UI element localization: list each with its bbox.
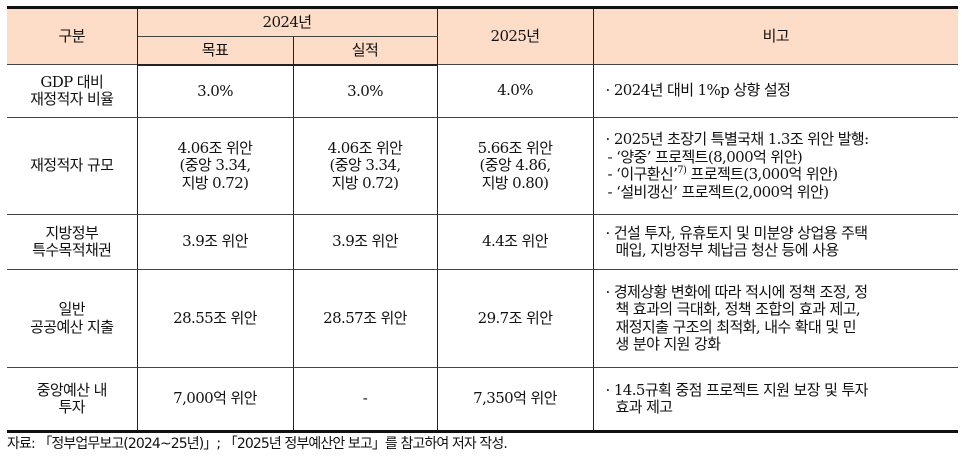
row-category: 중앙예산 내 투자 [7, 367, 138, 433]
footnote-marker[interactable]: 7) [677, 165, 687, 176]
cell-remarks: · 건설 투자, 유휴토지 및 미분양 상업용 주택 매입, 지방정부 체납금 … [592, 214, 959, 270]
remark-text: 경제상황 변화에 따라 적시에 정책 조정, 정 [613, 282, 868, 301]
value-text: (중앙 3.34, [329, 156, 402, 175]
row-category: 일반 공공예산 지출 [7, 269, 138, 368]
remark-line: · 2024년 대비 1%p 상향 설정 [606, 82, 951, 100]
remark-text: 건설 투자, 유휴토지 및 미분양 상업용 주택 [613, 223, 868, 242]
category-line: 지방정부 [45, 223, 99, 242]
cell-remarks: · 14.5규획 중점 프로젝트 지원 보장 및 투자 효과 제고 [592, 367, 959, 433]
bullet-icon: · [605, 130, 611, 148]
category-line: 중앙예산 내 [36, 380, 108, 399]
header-year-2024: 2024년 [136, 6, 438, 37]
cell-2025: 29.7조 위안 [436, 269, 594, 368]
table-row: GDP 대비 재정적자 비율 3.0% 3.0% 4.0% · 2024년 대비… [7, 64, 959, 118]
header-actual: 실적 [292, 36, 438, 66]
remark-sub-item: - ‘이구환신’7) 프로젝트(3,000억 위안) [606, 165, 951, 184]
cell-2025: 7,350억 위안 [436, 367, 594, 433]
cell-2025: 4.0% [436, 64, 594, 118]
cell-remarks: · 2025년 초장기 특별국채 1.3조 위안 발행: - ‘양중’ 프로젝트… [592, 117, 959, 215]
remark-sub-item: - ‘양중’ 프로젝트(8,000억 위안) [606, 147, 951, 167]
table-row: 일반 공공예산 지출 28.55조 위안 28.57조 위안 29.7조 위안 … [7, 269, 959, 368]
value-text: 3.0% [347, 81, 383, 100]
remark-text: 재정지출 구조의 최적화, 내수 확대 및 민 [615, 317, 857, 336]
header-remarks: 비고 [592, 6, 959, 65]
value-text: 4.0% [497, 81, 533, 100]
value-text: 지방 0.80) [481, 173, 549, 192]
cell-target: 7,000억 위안 [136, 367, 294, 433]
cell-remarks: · 경제상황 변화에 따라 적시에 정책 조정, 정 책 효과의 극대화, 정책… [592, 269, 959, 368]
value-text: 3.9조 위안 [332, 232, 398, 251]
value-text: 4.4조 위안 [482, 232, 548, 251]
remark-text: 생 분야 지원 강화 [615, 335, 722, 353]
value-text: 지방 0.72) [331, 173, 399, 192]
sub-item-text: - ‘설비갱신’ 프로젝트(2,000억 위안) [607, 182, 830, 201]
cell-actual: 3.0% [292, 64, 438, 118]
remark-sub-item: - ‘설비갱신’ 프로젝트(2,000억 위안) [606, 182, 951, 202]
bullet-icon: · [605, 282, 611, 301]
header-target: 목표 [136, 36, 294, 66]
remark-text: 효과 제고 [615, 398, 674, 416]
remark-line: · 14.5규획 중점 프로젝트 지원 보장 및 투자 [605, 380, 951, 400]
remark-text: 14.5규획 중점 프로젝트 지원 보장 및 투자 [613, 380, 869, 399]
remark-line: · 2025년 초장기 특별국채 1.3조 위안 발행: [605, 130, 951, 149]
value-text: (중앙 4.86, [479, 156, 552, 175]
cell-actual: 28.57조 위안 [292, 269, 438, 368]
value-text: 5.66조 위안 [477, 138, 553, 157]
table-row: 지방정부 특수목적채권 3.9조 위안 3.9조 위안 4.4조 위안 · 건설… [7, 214, 959, 270]
row-category: 재정적자 규모 [7, 117, 138, 215]
value-text: (중앙 3.34, [179, 156, 252, 175]
value-text: 7,000억 위안 [173, 389, 257, 408]
category-line: 일반 [58, 300, 86, 318]
sub-item-text: - ‘이구환신’ [607, 165, 678, 183]
header-year-2025: 2025년 [436, 6, 594, 65]
category-line: 투자 [58, 398, 86, 416]
cell-actual: - [292, 367, 438, 433]
value-text: - [362, 389, 368, 408]
value-text: 28.55조 위안 [173, 308, 257, 327]
sub-item-text: - ‘양중’ 프로젝트(8,000억 위안) [607, 147, 803, 166]
cell-target: 28.55조 위안 [136, 269, 294, 368]
row-category: 지방정부 특수목적채권 [7, 214, 138, 270]
remark-line: · 경제상황 변화에 따라 적시에 정책 조정, 정 [605, 282, 951, 302]
value-text: 4.06조 위안 [177, 138, 253, 157]
value-text: 29.7조 위안 [477, 308, 553, 327]
value-text: 3.0% [197, 81, 233, 100]
value-text: 7,350억 위안 [473, 389, 557, 408]
row-category: GDP 대비 재정적자 비율 [7, 64, 138, 118]
sub-item-text: 프로젝트(3,000억 위안) [686, 165, 839, 183]
category-line: 재정적자 규모 [30, 156, 114, 175]
category-line: 재정적자 비율 [30, 90, 114, 108]
table-row: 재정적자 규모 4.06조 위안 (중앙 3.34, 지방 0.72) 4.06… [7, 117, 959, 215]
remark-text: 2025년 초장기 특별국채 1.3조 위안 발행: [613, 130, 869, 148]
value-text: 지방 0.72) [181, 173, 249, 192]
table-row: 중앙예산 내 투자 7,000억 위안 - 7,350억 위안 · 14.5규획… [7, 367, 959, 433]
remark-line: · 건설 투자, 유휴토지 및 미분양 상업용 주택 [605, 223, 951, 243]
value-text: 4.06조 위안 [327, 138, 403, 157]
bullet-icon: · [605, 223, 611, 242]
bullet-icon: · [605, 380, 611, 399]
cell-target: 4.06조 위안 (중앙 3.34, 지방 0.72) [136, 117, 294, 215]
cell-2025: 5.66조 위안 (중앙 4.86, 지방 0.80) [436, 117, 594, 215]
source-note: 자료: 「정부업무보고(2024~25년)」; 「2025년 정부예산안 보고」… [7, 436, 508, 452]
cell-target: 3.0% [136, 64, 294, 118]
header-category: 구분 [7, 6, 138, 65]
cell-actual: 3.9조 위안 [292, 214, 438, 270]
category-line: 특수목적채권 [32, 241, 112, 259]
remark-text: 매입, 지방정부 체납금 청산 등에 사용 [615, 241, 840, 259]
value-text: 3.9조 위안 [182, 232, 248, 251]
cell-remarks: · 2024년 대비 1%p 상향 설정 [592, 64, 959, 118]
cell-2025: 4.4조 위안 [436, 214, 594, 270]
fiscal-policy-table: 구분 2024년 2025년 비고 목표 실적 GDP 대비 재정적자 비율 3… [7, 6, 959, 433]
value-text: 28.57조 위안 [323, 308, 407, 327]
cell-actual: 4.06조 위안 (중앙 3.34, 지방 0.72) [292, 117, 438, 215]
category-line: 공공예산 지출 [30, 317, 114, 336]
category-line: GDP 대비 [40, 72, 104, 91]
bullet-icon: · [605, 81, 611, 100]
remark-text: 2024년 대비 1%p 상향 설정 [613, 81, 791, 100]
cell-target: 3.9조 위안 [136, 214, 294, 270]
remark-text: 책 효과의 극대화, 정책 조합의 효과 제고, [615, 300, 861, 318]
